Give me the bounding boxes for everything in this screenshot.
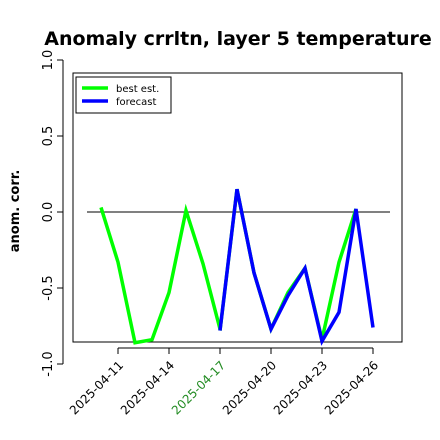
legend-label: best est. [116, 84, 159, 95]
legend-box [75, 76, 172, 114]
legend: best est. forecast [75, 76, 172, 114]
chart-title: Anomaly crrltn, layer 5 temperature [44, 28, 432, 50]
legend-label: forecast [116, 97, 157, 108]
y-tick-label: -1.0 [41, 351, 56, 376]
y-tick-label: -0.5 [41, 275, 56, 300]
best-est-line [99, 203, 222, 345]
y-axis: -1.0 -0.5 0.0 0.5 1.0 [41, 50, 64, 377]
x-tick-label: 2025-04-20 [220, 358, 279, 417]
plot-frame [72, 72, 403, 343]
forecast-line [218, 188, 375, 346]
y-tick-label: 0.0 [41, 202, 56, 223]
y-tick-label: 1.0 [41, 50, 56, 71]
x-axis: 2025-04-112025-04-142025-04-172025-04-20… [67, 347, 381, 417]
y-axis-label: anom. corr. [8, 170, 23, 253]
x-tick-label: 2025-04-17 [169, 358, 228, 417]
x-tick-label: 2025-04-26 [322, 358, 381, 417]
x-tick-label: 2025-04-23 [271, 358, 330, 417]
series-layer [87, 188, 390, 346]
x-tick-label: 2025-04-14 [118, 358, 177, 417]
x-tick-label: 2025-04-11 [67, 358, 126, 417]
y-tick-label: 0.5 [41, 126, 56, 147]
